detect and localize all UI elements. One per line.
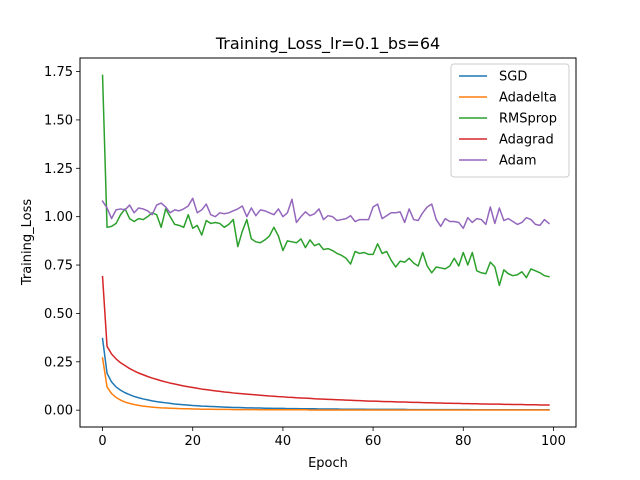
y-tick-label: 1.25 — [44, 162, 73, 177]
series-line-adam — [101, 197, 551, 230]
y-axis-ticks: 0.00 0.25 0.50 0.75 1.00 1.25 1.50 1.75 — [44, 65, 80, 419]
y-tick-label: 1.75 — [44, 65, 73, 80]
y-axis-label: Training_Loss — [20, 199, 35, 287]
x-axis-label: Epoch — [308, 456, 348, 471]
x-tick-label: 20 — [184, 434, 201, 449]
series-line-adagrad — [101, 275, 550, 406]
x-tick-label: 80 — [455, 434, 472, 449]
legend-label-adadelta: Adadelta — [499, 91, 557, 106]
x-axis-ticks: 0 20 40 60 80 100 — [98, 427, 566, 449]
x-tick-label: 0 — [98, 434, 106, 449]
chart-title: Training_Loss_lr=0.1_bs=64 — [215, 34, 440, 54]
legend: SGD Adadelta RMSprop Adagrad Adam — [450, 63, 570, 178]
legend-label-sgd: SGD — [499, 70, 527, 85]
x-tick-label: 100 — [541, 434, 566, 449]
y-tick-label: 1.00 — [44, 210, 73, 225]
legend-box — [450, 63, 570, 178]
y-tick-label: 1.50 — [44, 113, 73, 128]
legend-label-rmsprop: RMSprop — [499, 112, 557, 127]
y-tick-label: 0.00 — [44, 404, 73, 419]
y-tick-label: 0.25 — [44, 355, 73, 370]
y-tick-label: 0.50 — [44, 307, 73, 322]
legend-label-adam: Adam — [499, 154, 537, 169]
x-tick-label: 60 — [365, 434, 382, 449]
x-tick-label: 40 — [275, 434, 292, 449]
series-line-rmsprop — [101, 74, 550, 287]
y-tick-label: 0.75 — [44, 259, 73, 274]
plot-frame — [79, 57, 577, 428]
plot-lines — [101, 74, 551, 411]
series-line-adadelta — [101, 357, 550, 411]
legend-label-adagrad: Adagrad — [499, 133, 554, 148]
